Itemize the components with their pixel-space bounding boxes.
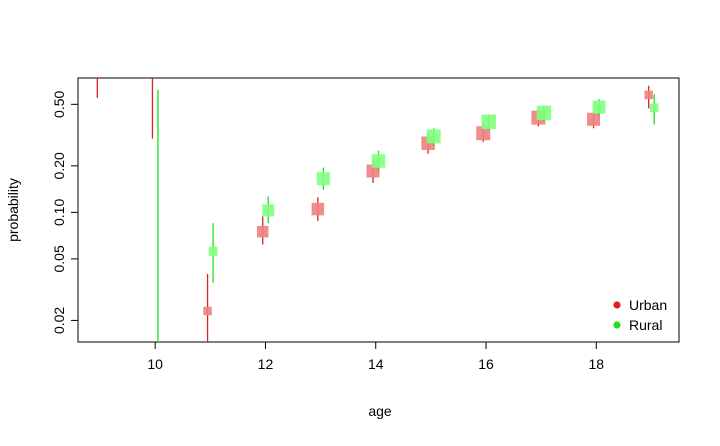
x-tick-label: 18 bbox=[589, 356, 605, 372]
rural-point bbox=[262, 204, 275, 217]
rural-legend-label: Rural bbox=[629, 317, 662, 333]
y-tick-label: 0.50 bbox=[51, 90, 67, 117]
rural-point bbox=[481, 114, 497, 130]
rural-point bbox=[536, 105, 552, 121]
y-tick-label: 0.02 bbox=[51, 307, 67, 334]
x-tick-label: 16 bbox=[478, 356, 494, 372]
y-axis: 0.02 0.05 0.10 0.20 0.50 bbox=[51, 90, 79, 334]
y-tick-label: 0.05 bbox=[51, 245, 67, 272]
y-tick-label: 0.20 bbox=[51, 152, 67, 179]
urban-point bbox=[366, 164, 380, 178]
rural-point bbox=[592, 100, 606, 114]
x-axis-label: age bbox=[368, 403, 392, 419]
rural-point bbox=[371, 154, 386, 168]
urban-legend-label: Urban bbox=[629, 297, 667, 313]
x-tick-label: 10 bbox=[147, 356, 163, 372]
rural-legend-marker bbox=[613, 321, 621, 329]
urban-point bbox=[587, 112, 601, 126]
urban-point bbox=[203, 306, 212, 316]
urban-legend-marker bbox=[613, 301, 621, 309]
x-tick-label: 14 bbox=[368, 356, 384, 372]
rural-point bbox=[426, 129, 441, 144]
urban-point bbox=[644, 90, 653, 100]
chart-marks bbox=[96, 78, 659, 342]
x-tick-label: 12 bbox=[258, 356, 274, 372]
urban-point bbox=[256, 225, 269, 238]
y-tick-label: 0.10 bbox=[51, 199, 67, 226]
x-axis: 10 12 14 16 18 bbox=[147, 341, 605, 372]
urban-point bbox=[311, 202, 325, 216]
y-axis-label: probability bbox=[5, 178, 21, 242]
rural-point bbox=[316, 172, 330, 186]
urban-point bbox=[476, 126, 491, 141]
rural-point bbox=[208, 246, 218, 256]
legend: Urban Rural bbox=[613, 297, 667, 333]
rural-point bbox=[649, 103, 659, 113]
